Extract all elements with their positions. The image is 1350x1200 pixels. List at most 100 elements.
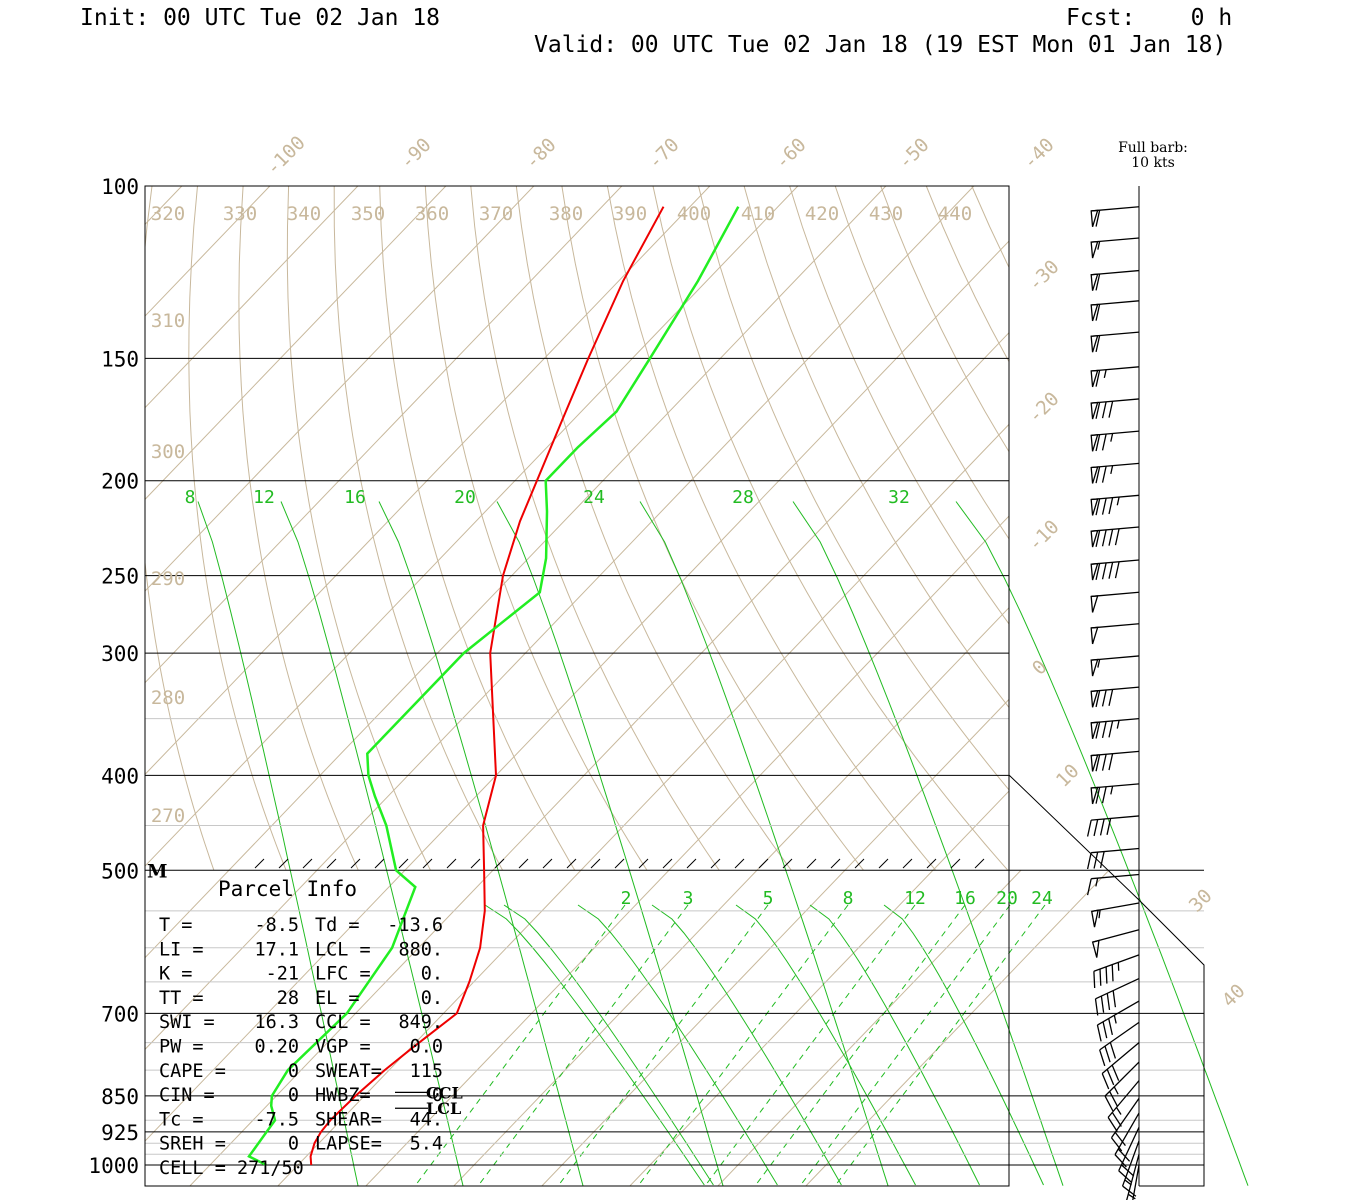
wind-barb [1093,954,1140,989]
theta-label: 270 [151,805,185,827]
moist-adiabat [955,501,1249,1186]
theta-label: 280 [151,687,185,709]
isotherm [0,186,622,1186]
pressure-label: 1000 [88,1154,139,1178]
isotherm-label: -20 [1024,388,1064,428]
theta-label: 440 [938,203,972,225]
parcel-value: -21 [266,964,299,985]
isotherm [145,186,623,684]
hatch-mark [974,858,985,869]
hatch-mark [470,858,481,869]
moist-adiabat [197,501,359,1186]
parcel-label: SWI = [159,1012,215,1033]
pressure-label: 150 [101,347,139,371]
wind-barb [1104,1061,1140,1112]
isotherm-label: -90 [396,134,436,174]
dry-adiabat [561,186,864,870]
parcel-label: EL = [315,988,360,1009]
hatch-mark [350,858,361,869]
isotherm [453,870,758,1186]
dry-adiabat [238,186,359,870]
wind-barb [1090,430,1140,452]
parcel-label: TT = [159,988,204,1009]
isotherm [718,186,1350,1186]
hatch-mark [830,858,841,869]
dry-adiabat [925,186,1009,363]
wind-barb [1099,1021,1140,1067]
mixing-ratio-label: 20 [454,487,476,508]
isotherm [277,870,582,1186]
wind-barb [1090,366,1140,388]
wind-barb [1086,847,1140,870]
dry-adiabat [286,186,431,870]
hatch-mark [686,858,697,869]
forecast-hour: Fcst: 0 h [1066,5,1232,31]
mixing-ratio-label: 3 [683,888,694,909]
parcel-value: 17.1 [254,939,299,960]
wind-barb [1091,929,1140,958]
wind-barb [1090,783,1140,805]
parcel-value: 0. [421,988,443,1009]
pressure-label: 700 [101,1002,139,1026]
dry-adiabat [333,186,504,870]
barb-legend-line2: 10 kts [1131,155,1175,171]
wind-barb [1090,331,1140,353]
wind-barb [1090,623,1140,645]
mixing-ratio-label: 12 [253,487,275,508]
hatch-mark [878,858,889,869]
dry-adiabat [743,186,1009,709]
hatch-mark [734,858,745,869]
pressure-label: 200 [101,470,139,494]
plot-frame [144,185,1205,1187]
isotherm [0,186,446,1186]
hatch-mark [374,858,385,869]
wind-barb [1086,815,1140,837]
theta-label: 390 [613,203,647,225]
hatch-mark [302,858,313,869]
wind-barb [1090,269,1140,291]
isotherm-label: -60 [771,134,811,174]
mixing-ratio-line [637,904,849,1187]
wind-barb [1090,300,1140,322]
pressure-label: 925 [101,1121,139,1145]
dry-adiabat [379,186,576,870]
parcel-info-panel: Parcel Info T = -8.5 Td = -13.6 LI = 17.1 LCL … [159,877,443,1179]
isotherm [228,186,887,870]
theta-label: 410 [741,203,775,225]
wind-barb [1090,237,1140,259]
mixing-ratio-lines [197,501,1249,1187]
valid-time: Valid: 00 UTC Tue 02 Jan 18 (19 EST Mon … [534,32,1226,58]
mixing-ratio-line [557,904,769,1187]
level-label-lcl: LCL [426,1099,461,1118]
hatch-mark [518,858,529,869]
isotherm-label: -100 [262,132,310,180]
wind-barb [1126,1154,1140,1200]
pressure-label: 500 [101,859,139,883]
wind-barb [1090,902,1140,928]
isotherm [145,186,799,867]
parcel-label: CCL = [315,1012,371,1033]
barb-legend-line1: Full barb: [1118,140,1188,156]
mixing-ratio-labels: 8 12 16 20 24 28 32 2 3 5 8 12 16 20 24 [185,487,1053,909]
mixing-ratio-line [704,904,916,1187]
parcel-value: 0. [421,964,443,985]
isotherm [145,186,183,226]
parcel-label: SHEAR= [315,1109,382,1130]
isotherm-label: 0 [1028,656,1052,680]
wind-barb [1094,977,1140,1016]
isotherm [145,186,535,592]
isotherm-label: 30 [1185,885,1217,917]
hatch-mark [782,858,793,869]
dry-adiabat [424,186,648,870]
moist-adiabat-lower [503,904,714,1186]
isotherm [580,423,1009,870]
dry-adiabat [606,186,937,870]
parcel-cell: CELL = 271/50 [159,1158,304,1179]
isotherm [756,606,1009,870]
isotherm [145,870,318,1051]
hatch-mark [422,858,433,869]
parcel-value: 0 [432,1085,443,1106]
wind-barb [1107,1080,1140,1132]
